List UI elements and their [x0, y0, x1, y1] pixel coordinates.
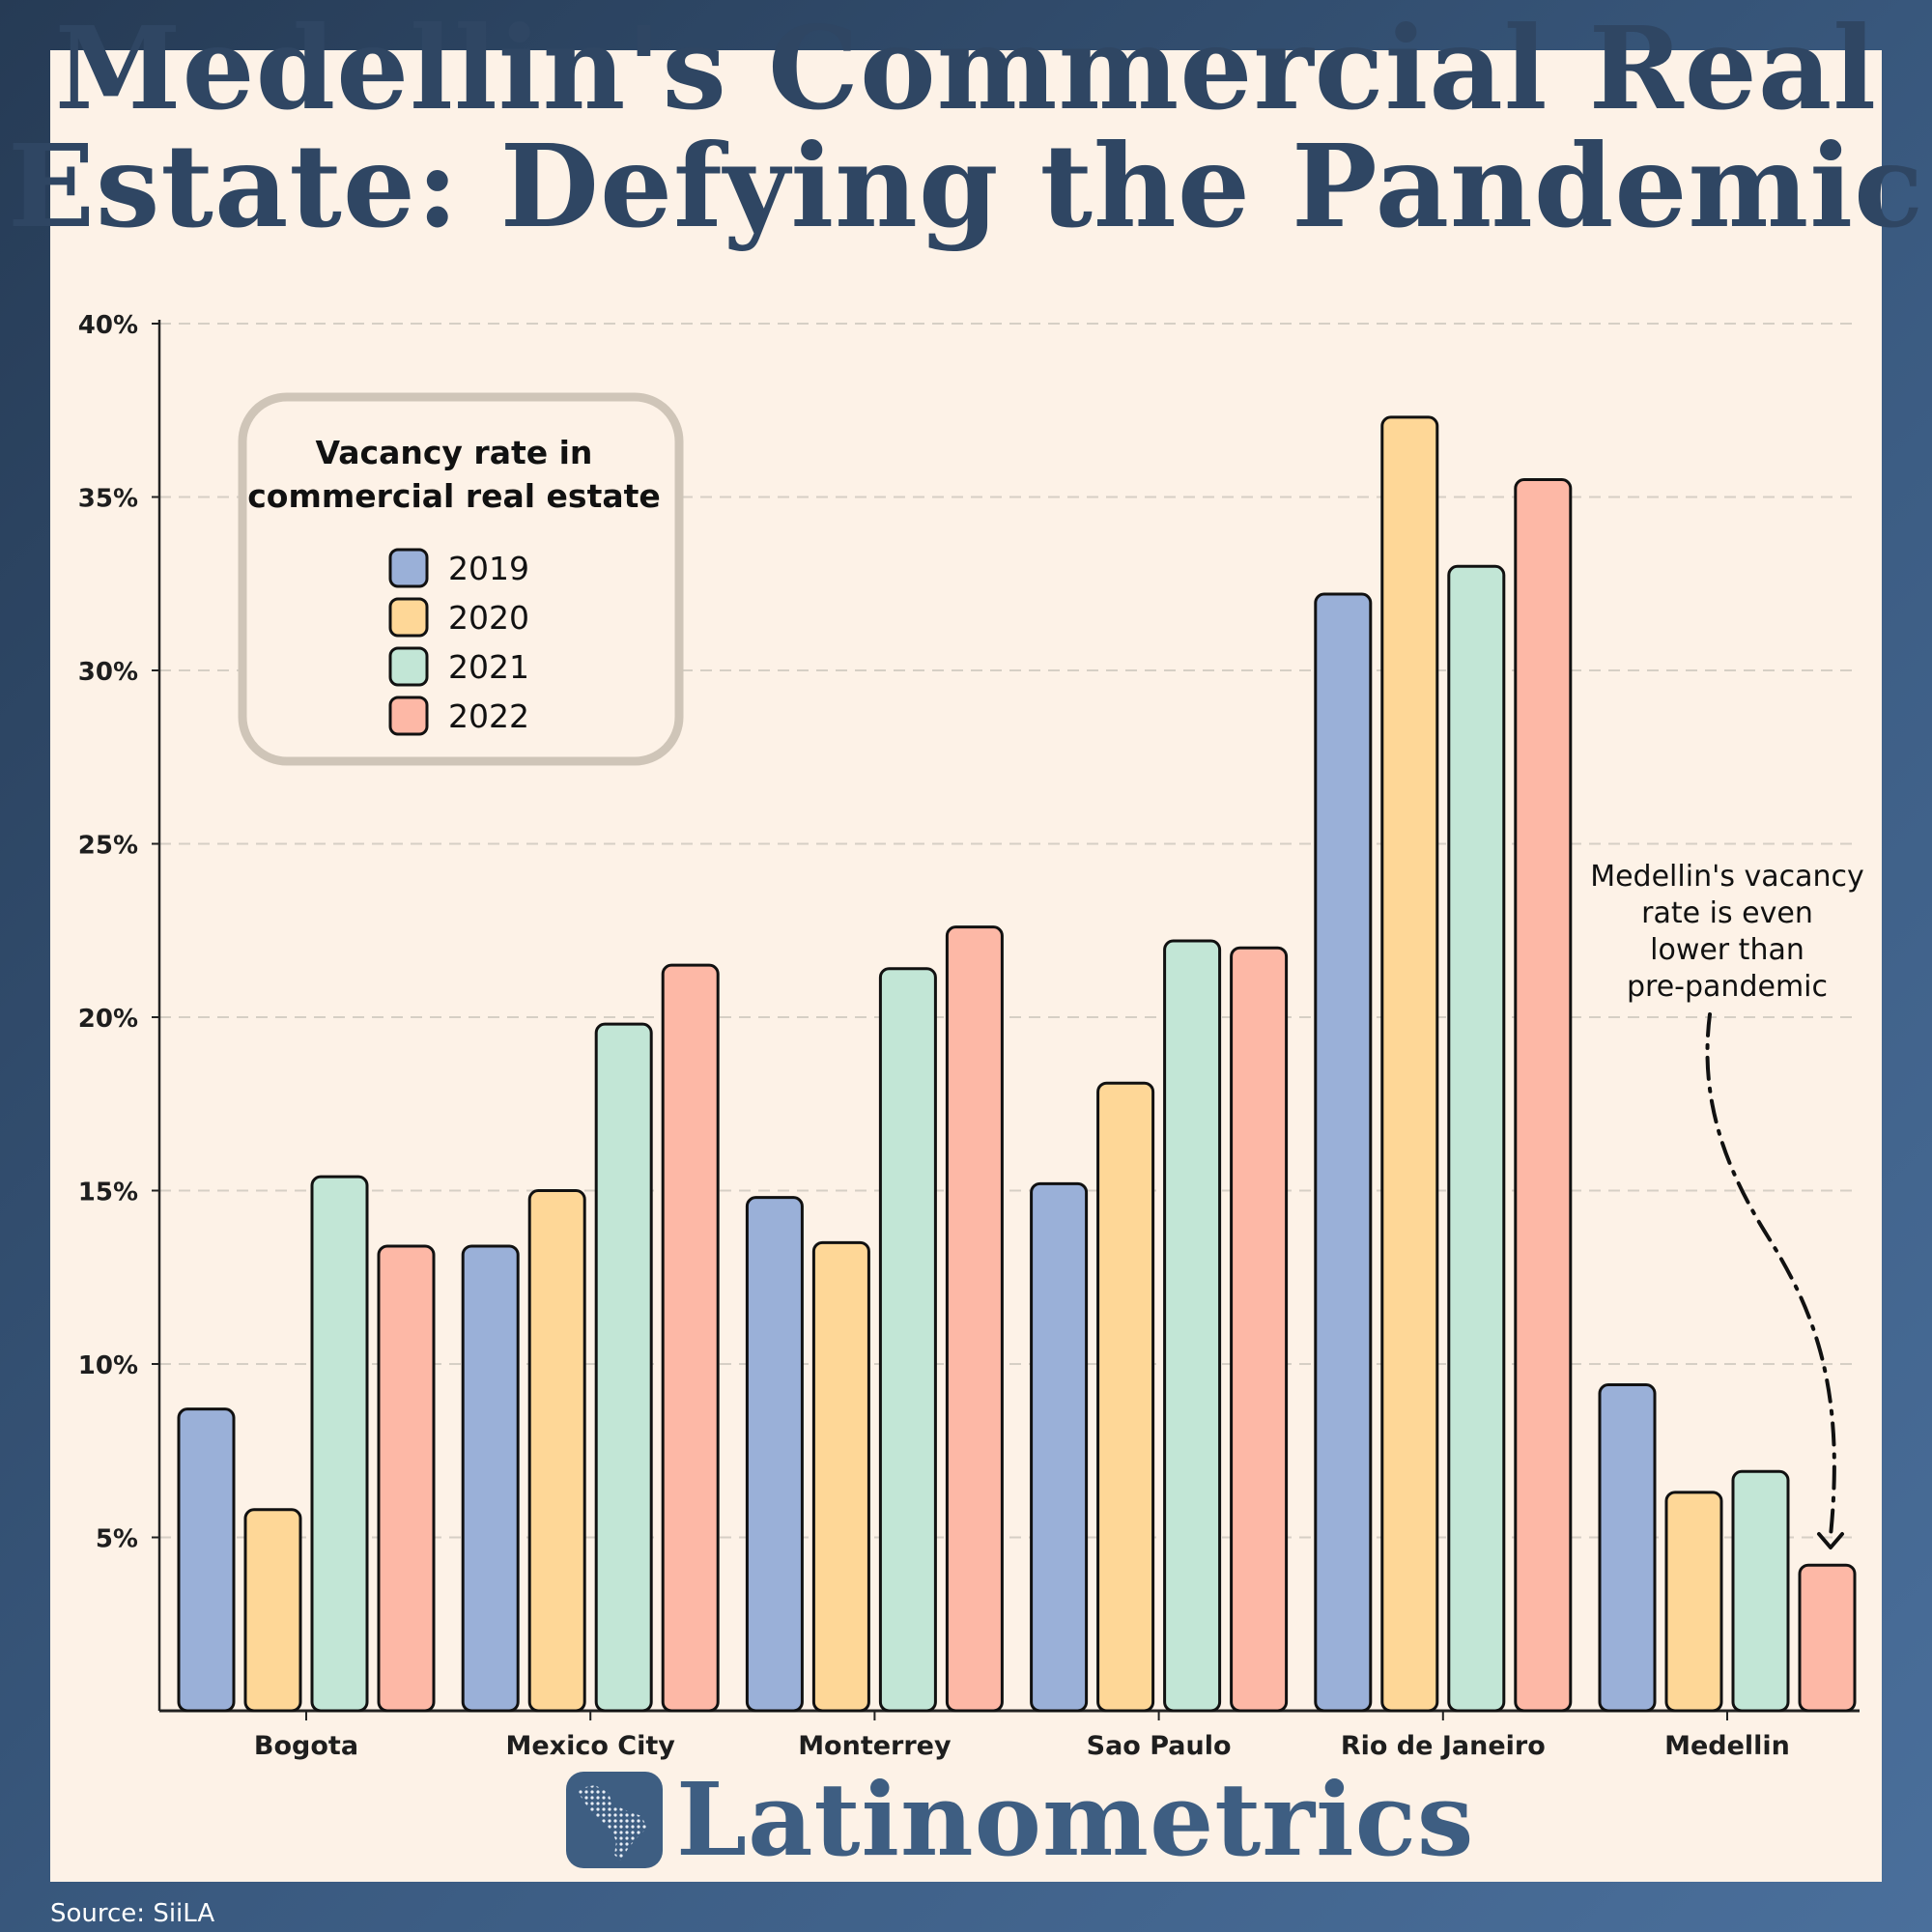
bars: [177, 415, 1857, 1713]
bar-rio-de-janeiro-2019: [1314, 592, 1373, 1713]
latin-america-map-icon: [566, 1772, 663, 1868]
y-tick-label: 20%: [78, 1005, 138, 1034]
brand-logo: Latinometrics: [566, 1762, 1474, 1878]
bar-medellin-2022: [1798, 1563, 1857, 1713]
x-tick-label: Mexico City: [506, 1731, 676, 1761]
legend-swatch-2021: [388, 646, 429, 687]
legend: Vacancy rate in commercial real estate 201…: [238, 392, 684, 766]
legend-label-2020: 2020: [448, 599, 529, 637]
bar-monterrey-2019: [745, 1196, 804, 1713]
source-note: Source: SiiLA: [50, 1899, 215, 1928]
bar-mexico-city-2022: [661, 963, 720, 1713]
bar-medellin-2020: [1664, 1491, 1723, 1713]
legend-title-line: Vacancy rate in: [316, 434, 593, 471]
annotation-text-line: Medellin's vacancy: [1590, 860, 1864, 894]
annotation-arrow: [1705, 1012, 1836, 1538]
bar-rio-de-janeiro-2020: [1380, 415, 1439, 1713]
bar-monterrey-2022: [945, 925, 1004, 1713]
y-tick-label: 35%: [78, 485, 138, 514]
y-tick-label: 5%: [96, 1525, 138, 1554]
x-tick-label: Rio de Janeiro: [1341, 1731, 1546, 1761]
legend-title-line: commercial real estate: [247, 477, 661, 515]
y-tick-label: 25%: [78, 832, 138, 861]
bar-sao-paulo-2019: [1030, 1181, 1089, 1713]
title-line-1: Medellin's Commercial Real: [54, 1, 1878, 135]
bar-monterrey-2021: [878, 967, 937, 1713]
bar-monterrey-2020: [811, 1240, 870, 1713]
x-tick-label: Medellin: [1664, 1731, 1790, 1761]
bar-bogota-2020: [243, 1508, 302, 1713]
bar-sao-paulo-2021: [1163, 939, 1222, 1713]
x-tick-label: Bogota: [254, 1731, 358, 1761]
bar-medellin-2019: [1598, 1383, 1657, 1713]
x-tick-label: Monterrey: [798, 1731, 952, 1761]
bar-rio-de-janeiro-2021: [1447, 564, 1506, 1713]
annotation-text-line: pre-pandemic: [1627, 970, 1828, 1004]
y-tick-label: 30%: [78, 658, 138, 687]
bar-bogota-2019: [177, 1407, 236, 1713]
annotation-text-line: rate is even: [1641, 896, 1813, 930]
bar-mexico-city-2021: [594, 1022, 653, 1713]
legend-swatch-2020: [388, 597, 429, 638]
legend-label-2019: 2019: [448, 550, 529, 587]
brand-name: Latinometrics: [676, 1760, 1475, 1879]
legend-box: [238, 392, 684, 766]
bar-bogota-2022: [377, 1244, 436, 1713]
legend-swatch-2019: [388, 548, 429, 588]
bar-bogota-2021: [310, 1175, 369, 1713]
bar-medellin-2021: [1731, 1469, 1790, 1713]
x-tick-labels: Bogota Mexico City Monterrey Sao Paulo Rio d…: [254, 1711, 1790, 1761]
bar-mexico-city-2020: [527, 1189, 586, 1713]
bar-mexico-city-2019: [461, 1244, 520, 1713]
bar-sao-paulo-2020: [1096, 1081, 1155, 1713]
axes: 5% 10% 15% 20% 25% 30% 35% 40%: [78, 311, 1860, 1713]
x-tick-label: Sao Paulo: [1087, 1731, 1232, 1761]
legend-label-2021: 2021: [448, 648, 529, 686]
annotation-arrowhead: [1817, 1532, 1844, 1549]
page-title: Medellin's Commercial Real Estate: Defyi…: [0, 10, 1932, 245]
bar-sao-paulo-2022: [1230, 946, 1289, 1713]
y-tick-label: 10%: [78, 1351, 138, 1380]
legend-swatch-2022: [388, 696, 429, 736]
bar-rio-de-janeiro-2022: [1514, 478, 1573, 1713]
gridlines: [159, 323, 1860, 1539]
y-tick-label: 40%: [78, 311, 138, 340]
title-line-2: Estate: Defying the Pandemic: [8, 119, 1924, 253]
annotation-text-line: lower than: [1650, 933, 1804, 967]
legend-label-2022: 2022: [448, 697, 529, 735]
y-tick-label: 15%: [78, 1179, 138, 1208]
